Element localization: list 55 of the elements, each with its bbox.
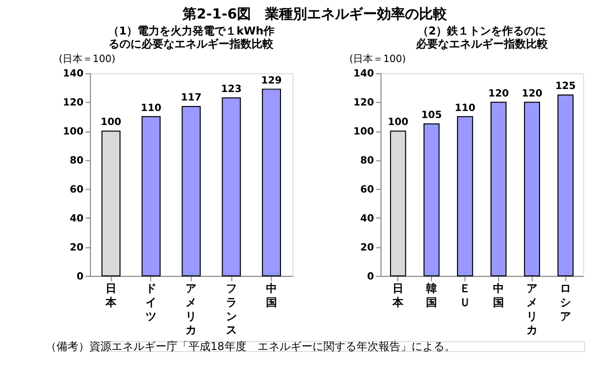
chart-title: （1）電力を火力発電で１kWh作るのに必要なエネルギー指数比較 (108, 24, 275, 51)
data-label: 100 (100, 117, 122, 128)
x-tick-label: アメリカ (186, 282, 197, 337)
bar (101, 130, 121, 276)
data-label: 129 (261, 75, 282, 86)
bar (524, 102, 540, 276)
y-tick-label: 20 (70, 242, 84, 254)
data-label: 123 (221, 84, 242, 95)
data-label: 105 (421, 110, 442, 121)
data-label: 125 (555, 81, 576, 92)
y-tick-label: 140 (62, 68, 84, 80)
chart-title: （2）鉄１トンを作るのに必要なエネルギー指数比較 (414, 24, 549, 51)
data-label: 120 (522, 88, 542, 100)
y-tick-label: 80 (360, 156, 374, 167)
x-tick-label: ドイツ (146, 282, 157, 323)
data-label: 110 (454, 102, 476, 114)
y-tick-label: 0 (367, 271, 374, 282)
y-axis-title: (日本＝100) (58, 52, 116, 65)
y-tick-label: 120 (353, 98, 374, 109)
bar (222, 97, 241, 276)
y-tick-label: 80 (70, 156, 84, 167)
y-tick-label: 20 (360, 242, 374, 254)
y-tick-label: 120 (62, 98, 84, 109)
y-tick-label: 100 (62, 126, 84, 138)
y-tick-label: 40 (360, 213, 374, 224)
x-tick-label: 韓国 (426, 282, 438, 310)
bar (262, 88, 281, 276)
y-tick-label: 0 (76, 271, 84, 282)
bar (457, 116, 474, 276)
data-label: 120 (488, 88, 509, 100)
y-tick-label: 60 (360, 184, 374, 196)
data-label: 117 (180, 92, 202, 104)
y-tick-label: 40 (70, 213, 84, 224)
x-tick-label: アメリカ (526, 282, 538, 337)
y-tick-label: 60 (70, 184, 84, 196)
text: （備考）資源エネルギー庁「平成18年度 エネルギーに関する年次報告」による。 (45, 340, 456, 353)
y-axis-title: (日本＝100) (349, 52, 406, 65)
bar (142, 116, 161, 276)
x-tick-label: フランス (226, 282, 237, 337)
x-tick-label: 中国 (266, 282, 277, 310)
bar (557, 94, 574, 276)
x-tick-label: ロシア (560, 282, 571, 323)
data-label: 100 (388, 117, 408, 128)
y-tick-label: 140 (353, 68, 374, 80)
y-tick-label: 100 (353, 126, 374, 138)
text: 第2-1-6図 業種別エネルギー効率の比較 (182, 5, 448, 22)
x-tick-label: 日本 (104, 282, 118, 310)
x-tick-label: 中国 (493, 282, 504, 310)
x-tick-label: ＥＵ (460, 282, 471, 310)
bar (390, 130, 406, 276)
x-tick-label: 日本 (392, 282, 405, 310)
bar (490, 102, 507, 276)
bar (424, 123, 440, 276)
data-label: 110 (140, 102, 162, 114)
bar (182, 106, 201, 276)
